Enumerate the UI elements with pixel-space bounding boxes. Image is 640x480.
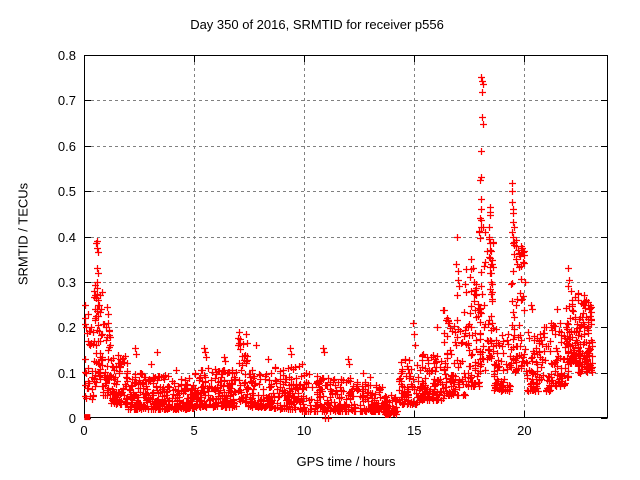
scatter-points bbox=[82, 74, 596, 422]
plot-border bbox=[84, 55, 608, 418]
y-tick-label: 0 bbox=[68, 411, 76, 426]
x-tick-label: 5 bbox=[190, 423, 198, 438]
x-tick-label: 10 bbox=[296, 423, 312, 438]
y-tick-label: 0.8 bbox=[57, 48, 76, 63]
y-tick-label: 0.6 bbox=[57, 138, 76, 154]
x-axis-label: GPS time / hours bbox=[296, 454, 396, 469]
grid-lines bbox=[85, 56, 607, 417]
chart-title: Day 350 of 2016, SRMTID for receiver p55… bbox=[190, 17, 444, 32]
y-tick-label: 0.1 bbox=[57, 365, 76, 381]
y-tick-label: 0.7 bbox=[57, 93, 76, 109]
y-tick-label: 0.4 bbox=[57, 229, 76, 245]
x-tick-label: 0 bbox=[80, 423, 88, 438]
y-tick-label: 0.5 bbox=[57, 184, 76, 200]
y-tick-label: 0.3 bbox=[57, 274, 76, 290]
y-tick-label: 0.2 bbox=[57, 320, 76, 336]
x-tick-label: 15 bbox=[407, 423, 422, 438]
x-tick-label: 20 bbox=[517, 423, 532, 438]
origin-square-marker bbox=[84, 414, 91, 421]
